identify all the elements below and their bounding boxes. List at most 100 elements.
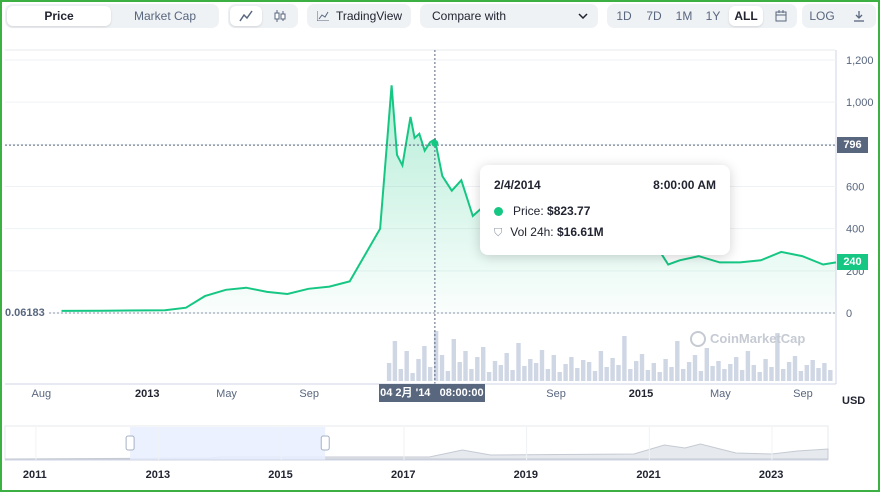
volume-bar bbox=[416, 359, 421, 381]
volume-bar bbox=[422, 346, 427, 381]
volume-bar bbox=[510, 370, 515, 381]
navigator-handle-right[interactable] bbox=[320, 435, 330, 451]
x-tick-label: Aug bbox=[31, 388, 51, 400]
volume-bar bbox=[798, 371, 804, 381]
volume-bar bbox=[763, 359, 768, 381]
crosshair-value-tag: 796 bbox=[837, 137, 868, 154]
volume-bar bbox=[528, 359, 533, 381]
compare-with-select[interactable]: Compare with bbox=[420, 4, 598, 28]
currency-label: USD bbox=[842, 395, 866, 407]
volume-bar bbox=[516, 343, 521, 381]
volume-bar bbox=[586, 362, 592, 381]
navigator-tick-label: 2017 bbox=[391, 469, 415, 481]
volume-bar bbox=[569, 357, 574, 381]
volume-bars bbox=[386, 331, 833, 381]
chart-style-toggle bbox=[228, 4, 298, 28]
scale-toggle: LOG bbox=[802, 4, 876, 28]
view-price-button[interactable]: Price bbox=[7, 6, 111, 26]
volume-bar bbox=[804, 365, 809, 381]
volume-bar bbox=[463, 351, 468, 381]
x-tick-label: 2013 bbox=[135, 388, 159, 400]
volume-bar bbox=[522, 366, 527, 381]
navigator-window[interactable] bbox=[130, 427, 326, 460]
volume-bar bbox=[634, 361, 639, 381]
log-scale-button[interactable]: LOG bbox=[809, 9, 835, 23]
candlestick-button[interactable] bbox=[264, 6, 296, 26]
range-1m-button[interactable]: 1M bbox=[675, 9, 693, 23]
tooltip-price-value: $823.77 bbox=[547, 204, 591, 218]
volume-bar bbox=[651, 363, 656, 381]
volume-bar bbox=[610, 358, 615, 381]
navigator-tick-label: 2021 bbox=[636, 469, 660, 481]
volume-bar bbox=[398, 369, 403, 381]
tooltip-volume-row: ⛉ Vol 24h: $16.61M bbox=[494, 224, 604, 240]
volume-bar bbox=[581, 360, 586, 381]
chevron-down-icon bbox=[578, 13, 588, 19]
tradingview-button[interactable]: TradingView bbox=[307, 4, 411, 28]
volume-bar bbox=[792, 356, 798, 381]
volume-bar bbox=[428, 367, 433, 381]
volume-bar bbox=[675, 341, 680, 381]
volume-bar bbox=[686, 362, 692, 381]
view-market-cap-button[interactable]: Market Cap bbox=[133, 9, 197, 23]
navigator-tick-label: 2023 bbox=[759, 469, 783, 481]
price-dot-icon bbox=[494, 207, 503, 216]
volume-bar bbox=[663, 359, 668, 381]
volume-bar bbox=[481, 347, 486, 381]
volume-bar bbox=[734, 357, 739, 381]
volume-bar bbox=[598, 351, 604, 381]
y-tick-label: 600 bbox=[846, 182, 864, 194]
line-chart-button[interactable] bbox=[230, 6, 262, 26]
range-1d-button[interactable]: 1D bbox=[616, 9, 632, 23]
volume-bar bbox=[786, 362, 792, 381]
volume-bar bbox=[451, 339, 456, 381]
coinmarketcap-watermark: CoinMarketCap bbox=[690, 331, 805, 347]
crosshair-point bbox=[431, 139, 439, 147]
volume-bar bbox=[769, 367, 774, 381]
volume-bar bbox=[816, 368, 821, 381]
x-tick-label: 2015 bbox=[629, 388, 653, 400]
tooltip-volume-label: Vol 24h: bbox=[510, 225, 554, 239]
volume-bar bbox=[504, 353, 509, 381]
volume-bar bbox=[639, 354, 645, 381]
baseline-value-tag: 0.06183 bbox=[5, 305, 49, 321]
y-tick-label: 0 bbox=[846, 308, 852, 320]
volume-bar bbox=[775, 333, 780, 381]
x-tick-label: Sep bbox=[793, 388, 813, 400]
volume-bar bbox=[410, 373, 415, 381]
tooltip-volume-value: $16.61M bbox=[556, 225, 604, 239]
volume-bar bbox=[745, 351, 751, 381]
calendar-button[interactable] bbox=[767, 6, 795, 26]
range-all-button[interactable]: ALL bbox=[729, 6, 763, 26]
volume-bar bbox=[533, 363, 539, 381]
volume-bar bbox=[469, 369, 474, 381]
volume-bar bbox=[439, 355, 445, 381]
range-1y-button[interactable]: 1Y bbox=[705, 9, 721, 23]
volume-bar bbox=[739, 370, 745, 381]
last-price-tag: 240 bbox=[837, 254, 868, 271]
crosshair-date-tag: 04 2月 '14 08:00:00 bbox=[378, 384, 485, 402]
navigator-tick-label: 2011 bbox=[23, 469, 47, 481]
coinmarketcap-logo-icon bbox=[690, 331, 706, 347]
volume-bar bbox=[457, 362, 462, 381]
navigator-axis-ticks: 2011 2013 2015 2017 2019 2021 2023 bbox=[23, 427, 783, 481]
tooltip-price-row: Price: $823.77 bbox=[494, 203, 590, 219]
range-7d-button[interactable]: 7D bbox=[646, 9, 662, 23]
navigator-tick-label: 2015 bbox=[268, 469, 292, 481]
volume-bar bbox=[722, 369, 727, 381]
watermark-text: CoinMarketCap bbox=[710, 331, 806, 346]
navigator-handle-left[interactable] bbox=[125, 435, 135, 451]
volume-bar bbox=[810, 360, 815, 381]
range-toggle: 1D 7D 1M 1Y ALL bbox=[607, 4, 797, 28]
volume-bar bbox=[669, 367, 674, 381]
volume-bar bbox=[475, 357, 480, 381]
volume-bar bbox=[757, 372, 762, 381]
download-button[interactable] bbox=[844, 6, 874, 26]
volume-bar bbox=[498, 365, 503, 381]
price-area-fill bbox=[61, 85, 836, 313]
volume-bar bbox=[645, 370, 651, 381]
y-tick-label: 1,000 bbox=[846, 97, 874, 109]
navigator-tick-label: 2013 bbox=[146, 469, 170, 481]
